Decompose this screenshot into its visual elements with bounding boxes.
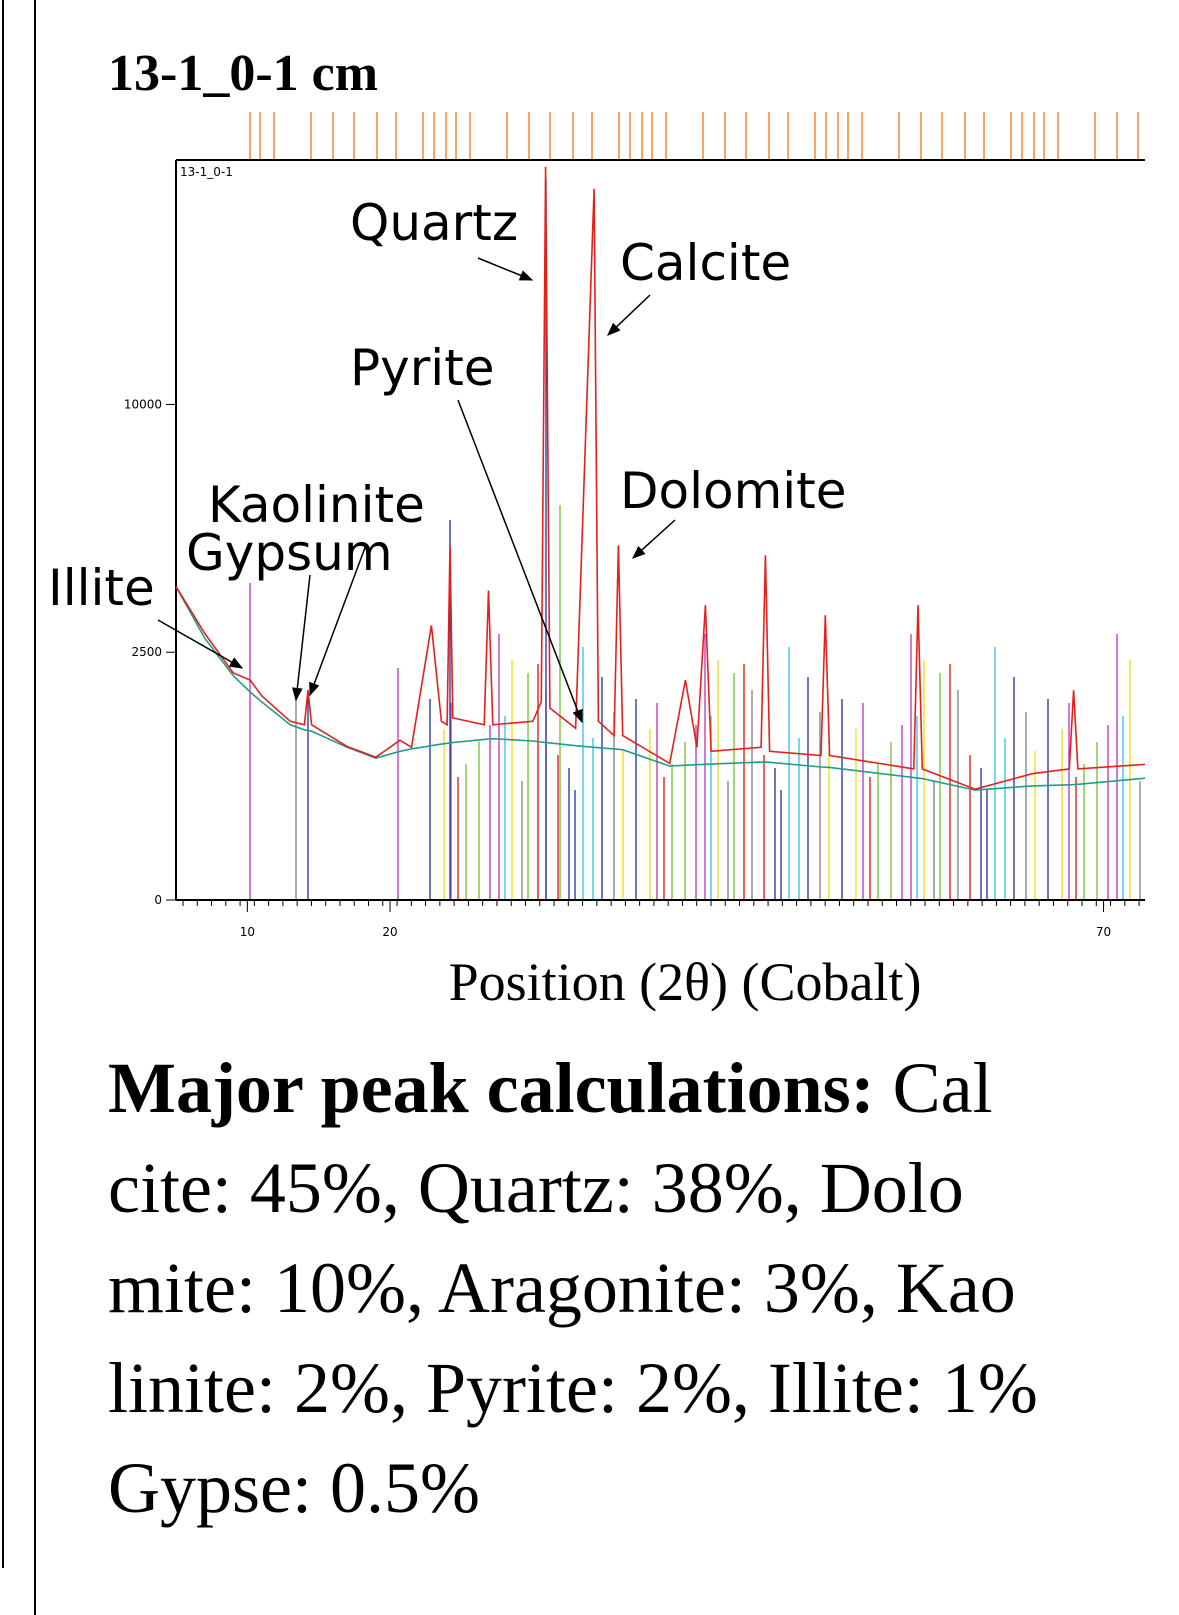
x-tick-label: 10 bbox=[240, 925, 255, 939]
annotation-arrow bbox=[291, 574, 311, 702]
content: 13-1_0-1 cm 13-1_0-1 0 2500 10000 10 20 70 Posi… bbox=[48, 45, 1145, 1528]
y-tick-label: 10000 bbox=[124, 397, 162, 411]
annotation: Pyrite bbox=[350, 339, 495, 397]
annotation-arrow bbox=[477, 257, 534, 281]
paragraph-line: Major peak calculations: Cal bbox=[108, 1048, 993, 1128]
plot-label: 13-1_0-1 bbox=[180, 165, 233, 179]
annotation-arrow bbox=[607, 294, 651, 336]
x-axis-label: Position (2θ) (Cobalt) bbox=[449, 952, 922, 1012]
annotation: Quartz bbox=[350, 194, 518, 252]
paragraph-line: mite: 10%, Aragonite: 3%, Kao bbox=[108, 1248, 1016, 1328]
annotation: Dolomite bbox=[620, 462, 847, 520]
annotation-arrow bbox=[457, 399, 583, 724]
heading: 13-1_0-1 cm bbox=[108, 45, 378, 102]
y-tick-label: 0 bbox=[154, 893, 162, 907]
annotation: Calcite bbox=[620, 234, 791, 292]
xrd-trace bbox=[175, 586, 1145, 791]
annotation: Gypsum bbox=[186, 524, 393, 582]
paragraph-line: cite: 45%, Quartz: 38%, Dolo bbox=[108, 1148, 964, 1228]
x-tick-label: 70 bbox=[1096, 925, 1111, 939]
paragraph-line: linite: 2%, Pyrite: 2%, Illite: 1% bbox=[108, 1348, 1038, 1428]
paragraph-line: Gypse: 0.5% bbox=[108, 1448, 480, 1528]
annotation: Kaolinite bbox=[208, 476, 425, 534]
annotation-arrow bbox=[631, 519, 676, 559]
xrd-trace bbox=[175, 166, 1145, 791]
y-tick-label: 2500 bbox=[131, 645, 162, 659]
annotation-arrow bbox=[309, 544, 367, 697]
paragraph-text: Cal bbox=[893, 1048, 993, 1128]
x-tick-label: 20 bbox=[382, 925, 397, 939]
paragraph-label: Major peak calculations: bbox=[108, 1048, 875, 1128]
annotation-arrow bbox=[157, 619, 244, 669]
annotation: Illite bbox=[48, 559, 155, 617]
chart: 13-1_0-1 0 2500 10000 10 20 70 Position (2θ) (C… bbox=[48, 112, 1145, 1012]
